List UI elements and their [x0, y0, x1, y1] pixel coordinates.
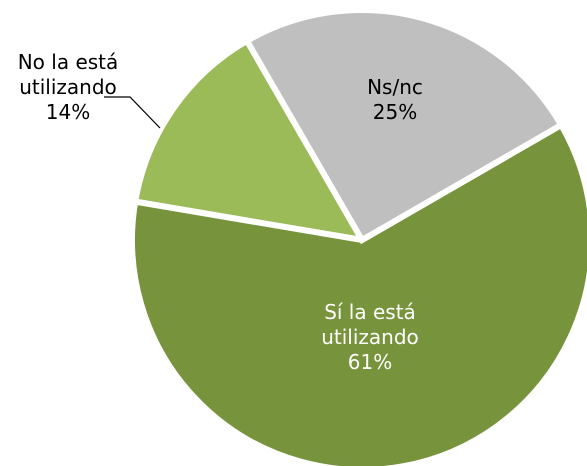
slice-value: 61%: [347, 350, 393, 374]
slice-label: Ns/nc: [367, 75, 423, 99]
slice-label: No la está utilizando: [17, 50, 119, 99]
slice-value: 25%: [372, 100, 418, 124]
pie-slice: [242, 7, 566, 245]
slice-label: Sí la está utilizando: [321, 300, 419, 349]
pie-slice: [129, 120, 587, 466]
slice-value: 14%: [45, 100, 91, 124]
pie-slice: [131, 36, 368, 245]
leader-line: [104, 96, 161, 129]
